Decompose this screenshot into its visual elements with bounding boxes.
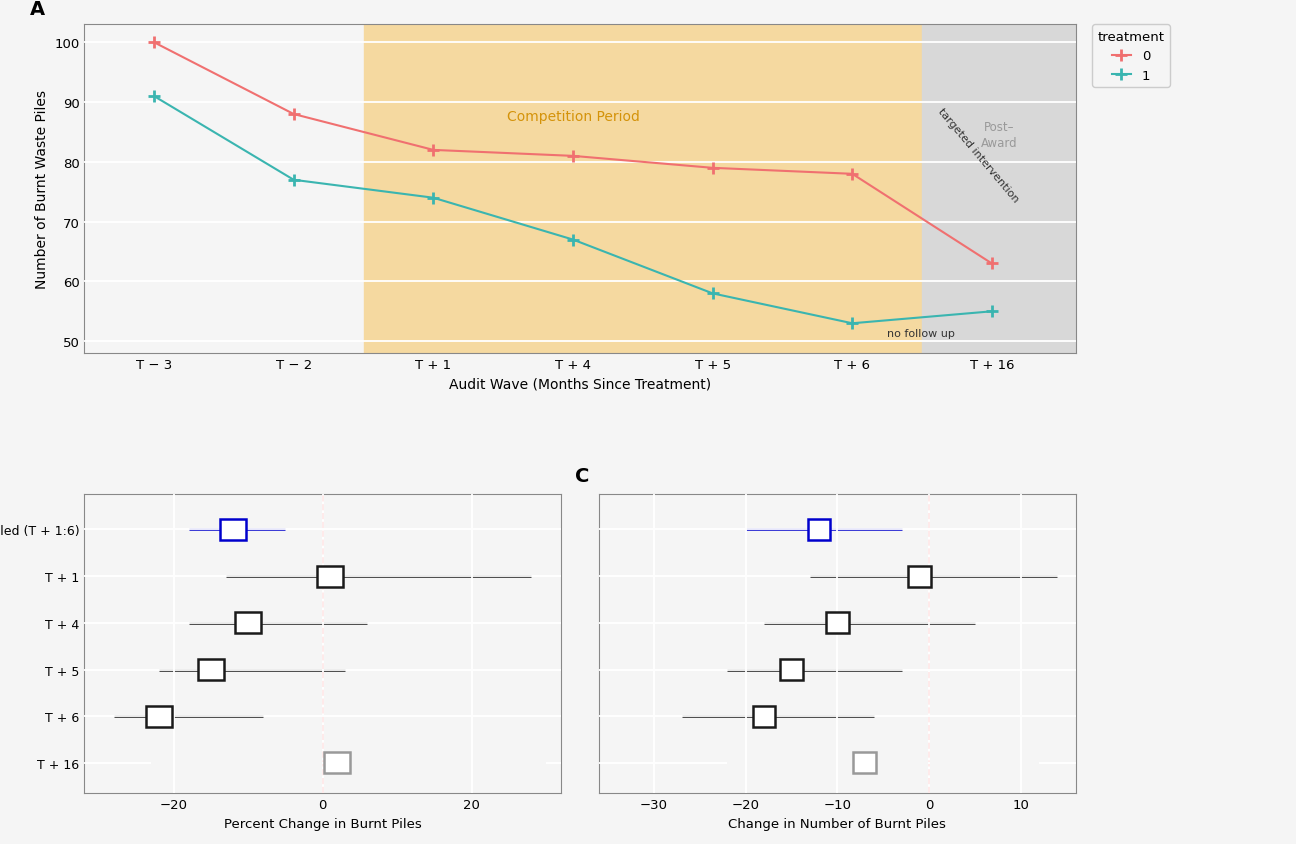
Bar <box>318 566 343 587</box>
1 <box>425 193 441 203</box>
Bar <box>145 706 172 727</box>
Bar <box>921 25 1076 354</box>
Legend: 0, 1: 0, 1 <box>1093 25 1170 88</box>
Bar <box>198 659 224 680</box>
1 <box>705 289 721 299</box>
X-axis label: Audit Wave (Months Since Treatment): Audit Wave (Months Since Treatment) <box>448 377 712 391</box>
1 <box>565 235 581 246</box>
0 <box>565 152 581 162</box>
Bar <box>753 706 775 727</box>
X-axis label: Change in Number of Burnt Piles: Change in Number of Burnt Piles <box>728 817 946 830</box>
Text: targeted intervention: targeted intervention <box>936 106 1020 204</box>
Bar <box>908 566 932 587</box>
1 <box>146 92 162 102</box>
Bar <box>220 519 246 540</box>
Text: Competition Period: Competition Period <box>507 110 639 124</box>
Line: 0: 0 <box>148 37 998 270</box>
Y-axis label: Number of Burnt Waste Piles: Number of Burnt Waste Piles <box>35 90 48 289</box>
0 <box>705 164 721 174</box>
Text: C: C <box>575 467 590 486</box>
X-axis label: Percent Change in Burnt Piles: Percent Change in Burnt Piles <box>224 817 421 830</box>
1 <box>845 319 861 329</box>
0 <box>286 110 302 120</box>
Text: A: A <box>30 0 45 19</box>
1 <box>984 307 999 317</box>
Bar <box>235 613 260 634</box>
1 <box>286 176 302 186</box>
Bar <box>363 25 921 354</box>
Bar <box>324 753 350 774</box>
Bar <box>826 613 849 634</box>
Bar <box>780 659 804 680</box>
0 <box>984 259 999 269</box>
Line: 1: 1 <box>148 91 998 330</box>
0 <box>146 38 162 48</box>
Text: no follow up: no follow up <box>888 329 955 338</box>
Text: Post–
Award: Post– Award <box>981 121 1017 150</box>
0 <box>845 170 861 180</box>
Bar <box>853 753 876 774</box>
0 <box>425 146 441 156</box>
Bar <box>807 519 831 540</box>
